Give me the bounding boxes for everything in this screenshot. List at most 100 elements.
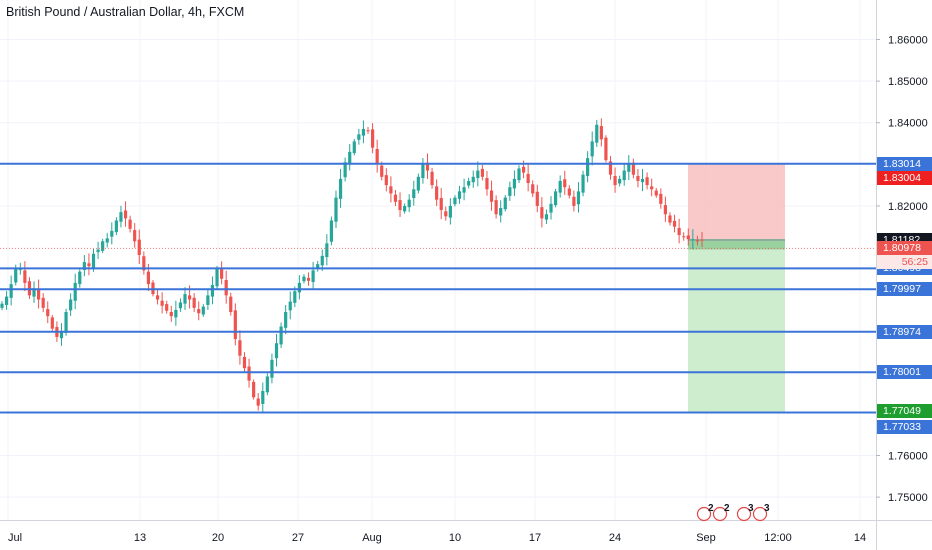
candle-body bbox=[590, 141, 594, 157]
candle-body bbox=[361, 128, 366, 136]
candle-body bbox=[668, 215, 672, 223]
candle-body bbox=[306, 277, 311, 281]
x-tick-label: 24 bbox=[609, 532, 621, 544]
candle-body bbox=[581, 174, 585, 193]
candle-body bbox=[439, 198, 443, 211]
y-tick-label: 1.75000 bbox=[888, 492, 928, 504]
candle-body bbox=[288, 301, 292, 311]
economic-event-count: 3 bbox=[764, 503, 770, 514]
candle-body bbox=[50, 317, 54, 329]
current-price-badge: 1.80978 bbox=[877, 241, 932, 256]
candle-body bbox=[274, 343, 279, 359]
candle-body bbox=[393, 194, 398, 202]
x-tick-label: Sep bbox=[696, 532, 716, 544]
candle-body bbox=[370, 129, 375, 148]
y-tick-label: 1.84000 bbox=[888, 118, 928, 130]
candle-body bbox=[535, 191, 539, 206]
candle-body bbox=[220, 267, 224, 279]
candle-body bbox=[549, 203, 553, 213]
candle-body bbox=[544, 214, 549, 220]
candle-body bbox=[142, 256, 146, 271]
candle-body bbox=[279, 326, 283, 345]
candle-body bbox=[146, 271, 151, 285]
candle-body bbox=[640, 178, 645, 183]
candle-body bbox=[650, 186, 654, 190]
candle-body bbox=[18, 269, 22, 271]
candle-body bbox=[123, 210, 128, 219]
candle-body bbox=[531, 184, 535, 194]
x-tick-label: 14 bbox=[854, 532, 866, 544]
bar-countdown-badge: 56:25 bbox=[877, 255, 932, 270]
candle-body bbox=[183, 294, 187, 304]
candle-body bbox=[78, 271, 82, 285]
candle-body bbox=[672, 220, 677, 227]
candle-body bbox=[261, 391, 265, 404]
candle-body bbox=[599, 126, 603, 140]
candle-body bbox=[499, 208, 503, 216]
candle-body bbox=[384, 175, 388, 186]
economic-event-icon bbox=[712, 506, 728, 522]
candle-body bbox=[448, 205, 452, 218]
candle-body bbox=[23, 270, 27, 283]
candle-body bbox=[352, 141, 356, 154]
x-tick-label: 10 bbox=[449, 532, 461, 544]
candle-body bbox=[82, 262, 86, 270]
candle-body bbox=[512, 178, 517, 189]
candle-body bbox=[403, 205, 407, 212]
economic-event-count: 2 bbox=[708, 503, 714, 514]
economic-event-icon bbox=[736, 506, 752, 522]
candle-body bbox=[192, 297, 196, 308]
x-tick-label: 27 bbox=[292, 532, 304, 544]
candle-body bbox=[572, 196, 576, 206]
candle-body bbox=[357, 134, 361, 140]
y-tick-label: 1.85000 bbox=[888, 76, 928, 88]
candle-body bbox=[366, 130, 370, 132]
candle-body bbox=[489, 190, 494, 202]
candle-body bbox=[128, 219, 132, 229]
y-tick-label: 1.86000 bbox=[888, 35, 928, 47]
candle-body bbox=[553, 191, 558, 206]
x-tick-label: Aug bbox=[362, 532, 382, 544]
candle-body bbox=[595, 124, 599, 143]
candle-body bbox=[64, 312, 68, 333]
candle-body bbox=[133, 230, 137, 242]
y-tick-label: 1.82000 bbox=[888, 201, 928, 213]
candle-body bbox=[412, 189, 416, 199]
candle-body bbox=[453, 197, 457, 205]
x-tick-label: Jul bbox=[8, 532, 22, 544]
candle-body bbox=[476, 170, 480, 179]
candle-body bbox=[480, 168, 484, 177]
candle-body bbox=[485, 178, 489, 190]
candle-body bbox=[430, 171, 434, 186]
candle-body bbox=[645, 177, 649, 186]
candle-body bbox=[471, 176, 475, 183]
candles bbox=[0, 118, 704, 412]
candle-body bbox=[32, 288, 36, 297]
candle-body bbox=[375, 148, 379, 165]
candle-body bbox=[517, 168, 521, 181]
candle-body bbox=[119, 212, 123, 222]
candle-body bbox=[334, 197, 338, 222]
candle-body bbox=[467, 180, 471, 186]
candle-body bbox=[224, 279, 228, 296]
candle-body bbox=[563, 179, 567, 188]
candle-body bbox=[210, 284, 215, 297]
candle-body bbox=[229, 296, 233, 312]
candle-body bbox=[622, 170, 626, 181]
candle-body bbox=[41, 297, 45, 308]
candle-body bbox=[284, 312, 288, 328]
candle-body bbox=[540, 207, 544, 219]
candle-body bbox=[627, 164, 631, 172]
candle-body bbox=[691, 239, 695, 241]
candle-body bbox=[247, 366, 251, 381]
level-price-badge: 1.78974 bbox=[877, 324, 932, 339]
stop-loss-zone bbox=[688, 164, 785, 240]
candle-body bbox=[215, 269, 219, 287]
candle-body bbox=[201, 306, 205, 315]
candle-body bbox=[302, 276, 306, 282]
candle-body bbox=[608, 161, 613, 175]
candle-body bbox=[636, 175, 640, 181]
candle-body bbox=[682, 236, 686, 238]
candle-body bbox=[14, 267, 18, 283]
